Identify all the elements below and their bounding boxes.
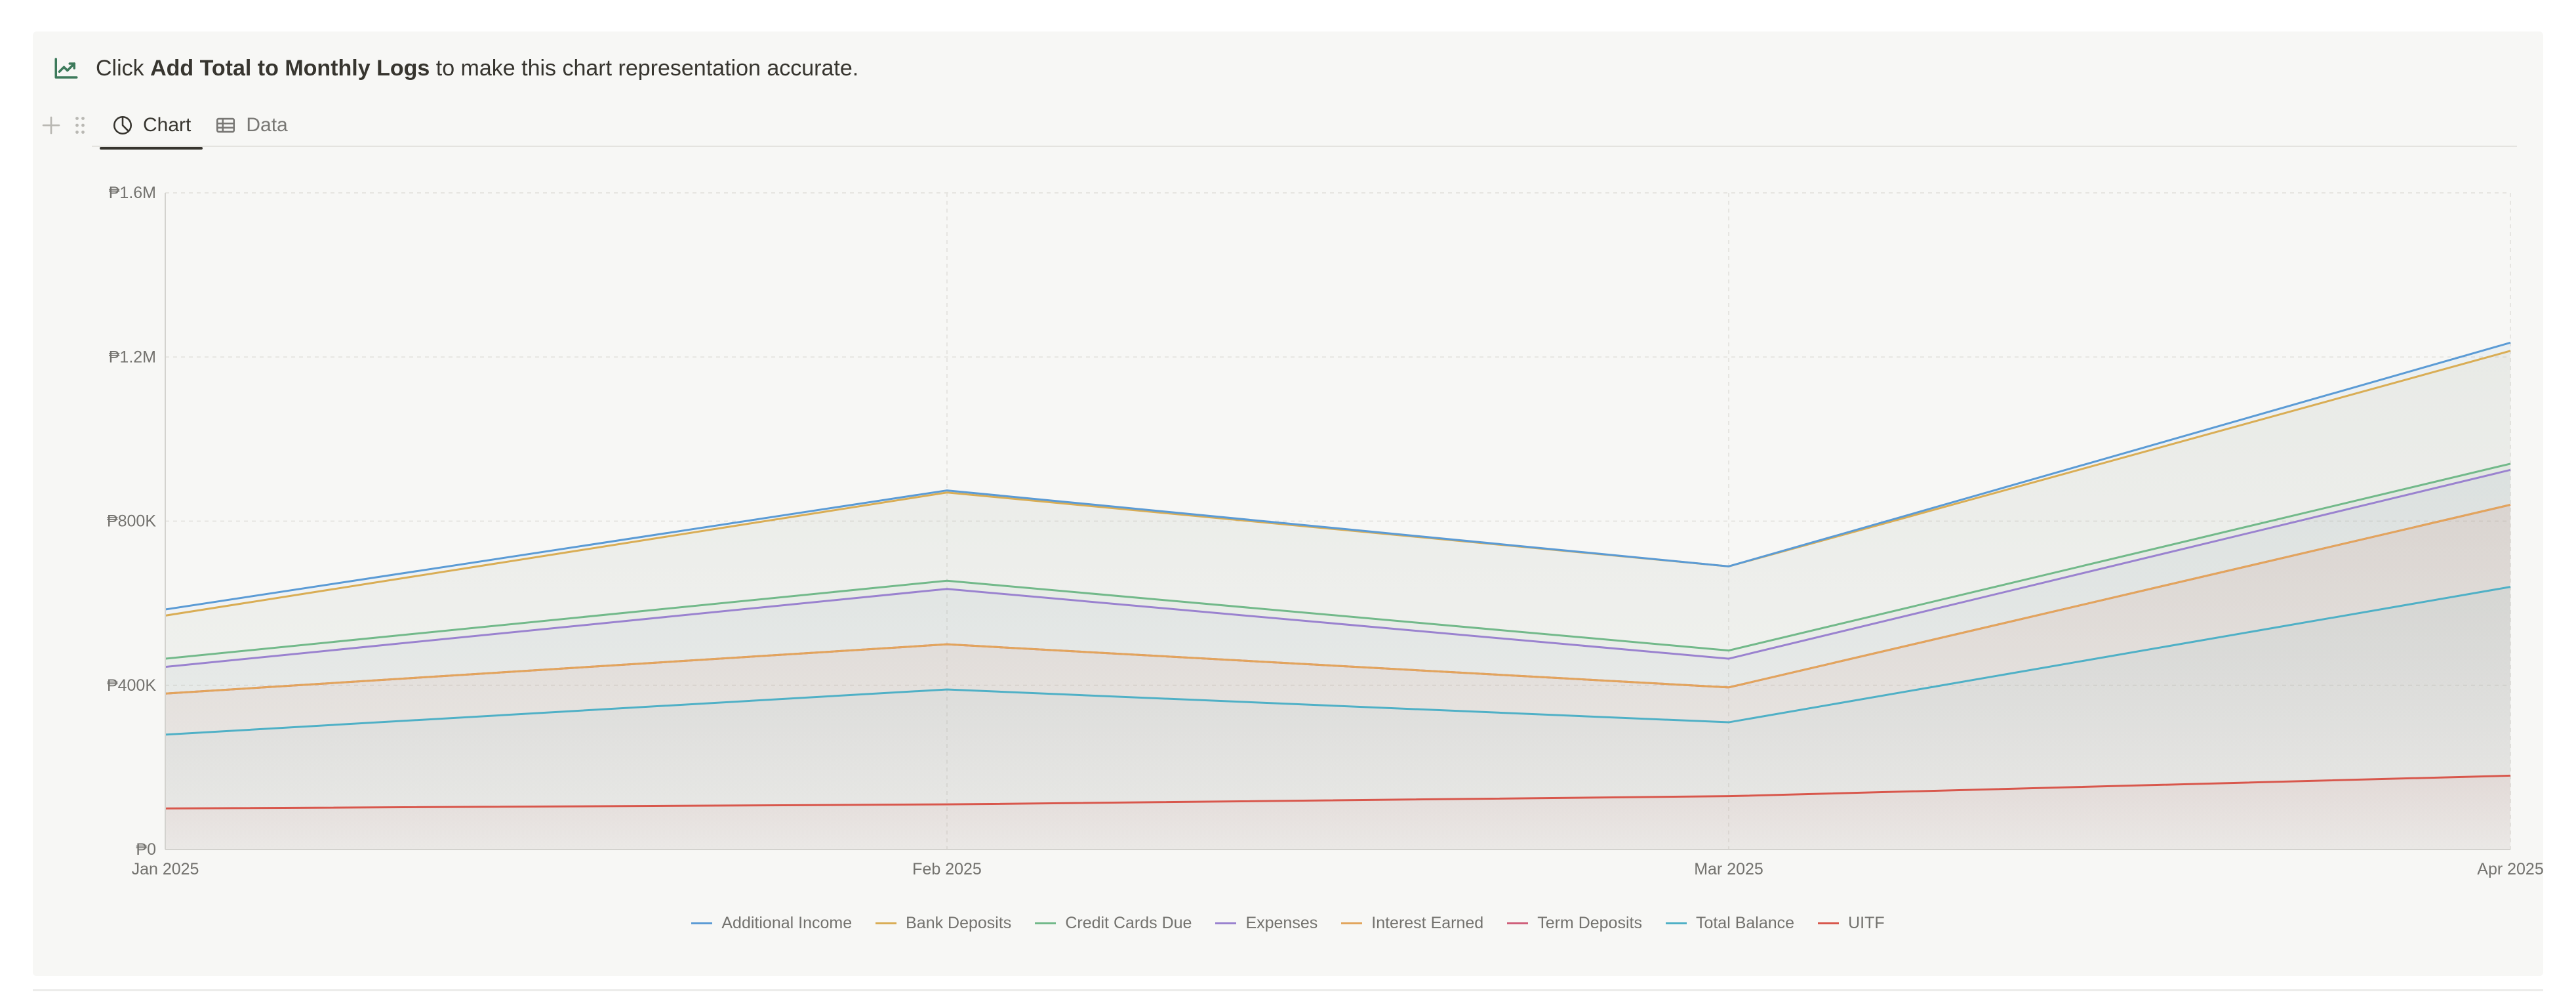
tab-chart[interactable]: Chart — [100, 104, 203, 150]
chart-card: Click Add Total to Monthly Logs to make … — [33, 31, 2543, 976]
series-line — [165, 586, 2511, 736]
legend-label: Term Deposits — [1537, 914, 1642, 932]
legend-label: Interest Earned — [1371, 914, 1484, 932]
notice-text: Click Add Total to Monthly Logs to make … — [96, 56, 858, 81]
legend-label: Bank Deposits — [906, 914, 1012, 932]
add-total-link[interactable]: Add Total to Monthly Logs — [150, 55, 430, 81]
notice-prefix: Click — [96, 55, 151, 81]
tab-data[interactable]: Data — [203, 104, 299, 147]
legend-label: Additional Income — [721, 914, 853, 932]
series-line — [165, 462, 2511, 660]
y-tick-label: ₱400K — [107, 676, 156, 695]
x-tick-label: Feb 2025 — [912, 860, 982, 878]
series-line — [165, 350, 2511, 617]
toolbar-divider — [92, 146, 2517, 147]
tab-chart-label: Chart — [143, 114, 191, 136]
pie-chart-icon — [113, 115, 132, 135]
chart-legend: Additional Income Bank Deposits Credit Car… — [33, 914, 2543, 933]
legend-label: Credit Cards Due — [1065, 914, 1192, 932]
tab-data-label: Data — [246, 114, 288, 136]
add-icon[interactable] — [39, 113, 63, 137]
y-tick-label: ₱800K — [107, 512, 156, 531]
series-line — [165, 504, 2511, 695]
legend-swatch — [1215, 922, 1237, 924]
legend-swatch — [1341, 922, 1363, 924]
legend-label: Total Balance — [1695, 914, 1795, 932]
legend-item[interactable]: Expenses — [1215, 914, 1318, 933]
legend-item[interactable]: Credit Cards Due — [1035, 914, 1192, 933]
series-line — [165, 774, 2511, 810]
drag-handle-icon[interactable] — [68, 113, 92, 137]
legend-swatch — [1665, 922, 1687, 924]
series-line — [165, 341, 2511, 611]
legend-swatch — [875, 922, 897, 924]
legend-item[interactable]: Additional Income — [691, 914, 852, 933]
y-tick-label: ₱1.6M — [109, 184, 156, 202]
area-chart: ₱0 ₱400K ₱800K ₱1.2M ₱1.6M Jan 2025 Feb 2025 Ma… — [107, 184, 2543, 878]
legend-swatch — [1035, 922, 1057, 924]
x-tick-label: Apr 2025 — [2477, 860, 2543, 878]
legend-item[interactable]: Bank Deposits — [875, 914, 1011, 933]
legend-item[interactable]: Total Balance — [1665, 914, 1795, 933]
series-line — [165, 468, 2511, 668]
y-tick-label: ₱1.2M — [109, 348, 156, 366]
x-tick-label: Jan 2025 — [132, 860, 199, 878]
legend-item[interactable]: Interest Earned — [1341, 914, 1483, 933]
legend-swatch — [1818, 922, 1840, 924]
legend-swatch — [691, 922, 713, 924]
legend-label: Expenses — [1245, 914, 1318, 932]
view-toolbar: Chart Data — [39, 104, 300, 150]
legend-label: UITF — [1848, 914, 1885, 932]
legend-item[interactable]: UITF — [1818, 914, 1885, 933]
table-icon — [216, 117, 235, 133]
legend-swatch — [1507, 922, 1529, 924]
notice-banner: Click Add Total to Monthly Logs to make … — [52, 55, 858, 81]
series-area — [165, 342, 2510, 850]
notice-suffix: to make this chart representation accura… — [430, 55, 859, 81]
x-tick-label: Mar 2025 — [1694, 860, 1763, 878]
trending-up-icon — [54, 58, 78, 79]
legend-item[interactable]: Term Deposits — [1507, 914, 1642, 933]
bottom-divider — [33, 989, 2543, 991]
y-tick-label: ₱0 — [136, 840, 156, 859]
